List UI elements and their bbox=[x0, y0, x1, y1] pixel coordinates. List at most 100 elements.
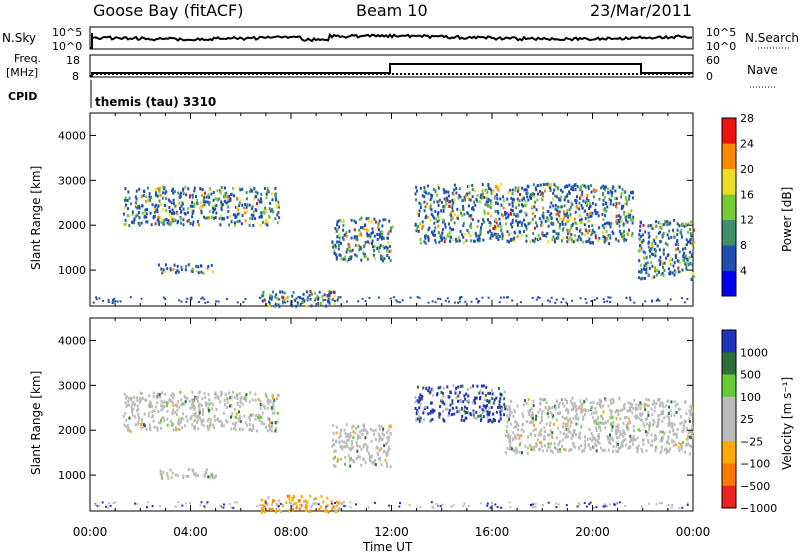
echo-pixel bbox=[680, 421, 683, 425]
echo-pixel bbox=[437, 186, 440, 190]
echo-pixel bbox=[378, 219, 381, 223]
echo-pixel bbox=[565, 504, 568, 507]
echo-pixel bbox=[667, 436, 670, 440]
echo-pixel bbox=[179, 216, 182, 220]
echo-pixel bbox=[178, 195, 181, 199]
echo-pixel bbox=[642, 442, 645, 446]
echo-pixel bbox=[389, 249, 392, 253]
echo-pixel bbox=[219, 191, 222, 195]
echo-pixel bbox=[158, 393, 161, 396]
echo-pixel bbox=[593, 188, 596, 192]
echo-pixel bbox=[594, 421, 597, 425]
echo-pixel bbox=[191, 390, 194, 394]
echo-pixel bbox=[449, 413, 452, 417]
echo-pixel bbox=[482, 404, 485, 408]
echo-pixel bbox=[488, 413, 491, 417]
echo-pixel bbox=[669, 221, 672, 225]
echo-pixel bbox=[300, 495, 303, 498]
echo-pixel bbox=[137, 408, 140, 411]
echo-pixel bbox=[248, 400, 251, 404]
echo-pixel bbox=[511, 192, 514, 196]
echo-pixel bbox=[252, 224, 255, 227]
echo-pixel bbox=[463, 502, 466, 505]
echo-pixel bbox=[203, 506, 206, 509]
echo-pixel bbox=[336, 459, 339, 463]
echo-pixel bbox=[140, 297, 143, 300]
echo-pixel bbox=[276, 296, 279, 300]
echo-pixel bbox=[241, 402, 244, 406]
echo-pixel bbox=[615, 237, 618, 241]
echo-pixel bbox=[373, 460, 376, 464]
echo-pixel bbox=[650, 433, 653, 437]
echo-pixel bbox=[648, 240, 650, 244]
echo-pixel bbox=[570, 238, 573, 242]
echo-pixel bbox=[203, 474, 206, 478]
echo-pixel bbox=[327, 301, 330, 304]
echo-pixel bbox=[256, 191, 259, 195]
echo-pixel bbox=[133, 403, 136, 407]
echo-pixel bbox=[196, 395, 199, 399]
echo-pixel bbox=[511, 201, 514, 205]
echo-pixel bbox=[347, 433, 350, 437]
echo-pixel bbox=[609, 442, 612, 445]
echo-pixel bbox=[609, 398, 612, 402]
echo-pixel bbox=[658, 258, 661, 262]
echo-pixel bbox=[227, 197, 230, 201]
echo-pixel bbox=[430, 208, 433, 212]
echo-pixel bbox=[177, 501, 180, 504]
echo-pixel bbox=[430, 501, 433, 504]
echo-pixel bbox=[605, 421, 608, 425]
echo-pixel bbox=[191, 212, 194, 215]
echo-pixel bbox=[655, 402, 658, 405]
echo-pixel bbox=[645, 433, 648, 437]
echo-pixel bbox=[236, 220, 239, 224]
echo-pixel bbox=[495, 186, 498, 190]
echo-pixel bbox=[505, 430, 508, 433]
echo-pixel bbox=[234, 415, 237, 419]
echo-pixel bbox=[345, 300, 348, 303]
echo-pixel bbox=[475, 410, 478, 414]
echo-pixel bbox=[585, 301, 588, 304]
echo-pixel bbox=[468, 198, 471, 201]
echo-pixel bbox=[557, 220, 560, 224]
echo-pixel bbox=[352, 436, 355, 439]
colorbar-tick-label: −500 bbox=[740, 480, 770, 493]
echo-pixel bbox=[207, 193, 210, 197]
echo-pixel bbox=[361, 432, 364, 436]
echo-pixel bbox=[603, 301, 606, 303]
echo-pixel bbox=[192, 209, 195, 213]
echo-pixel bbox=[107, 298, 110, 301]
colorbar-segment bbox=[722, 194, 736, 220]
echo-pixel bbox=[674, 271, 677, 274]
echo-pixel bbox=[677, 270, 680, 274]
echo-pixel bbox=[615, 205, 618, 209]
echo-pixel bbox=[594, 236, 597, 240]
echo-pixel bbox=[427, 389, 430, 393]
echo-pixel bbox=[212, 190, 215, 194]
echo-pixel bbox=[433, 221, 436, 225]
echo-pixel bbox=[281, 301, 284, 305]
echo-pixel bbox=[643, 405, 646, 409]
echo-pixel bbox=[665, 451, 668, 455]
echo-pixel bbox=[321, 294, 324, 298]
echo-pixel bbox=[644, 230, 647, 234]
echo-pixel bbox=[689, 232, 692, 236]
colorbar-tick-label: 24 bbox=[740, 137, 754, 150]
echo-pixel bbox=[597, 214, 600, 218]
echo-pixel bbox=[170, 221, 173, 224]
echo-pixel bbox=[193, 419, 196, 423]
echo-pixel bbox=[266, 429, 269, 433]
echo-pixel bbox=[546, 449, 549, 453]
echo-pixel bbox=[532, 404, 535, 408]
echo-pixel bbox=[434, 209, 437, 213]
echo-pixel bbox=[568, 192, 571, 195]
echo-pixel bbox=[443, 236, 446, 240]
echo-pixel bbox=[386, 452, 389, 456]
echo-pixel bbox=[519, 193, 521, 196]
echo-pixel bbox=[423, 405, 426, 409]
echo-pixel bbox=[610, 402, 613, 405]
echo-pixel bbox=[291, 304, 294, 308]
echo-pixel bbox=[531, 421, 534, 425]
echo-pixel bbox=[515, 214, 518, 218]
echo-pixel bbox=[575, 222, 578, 226]
